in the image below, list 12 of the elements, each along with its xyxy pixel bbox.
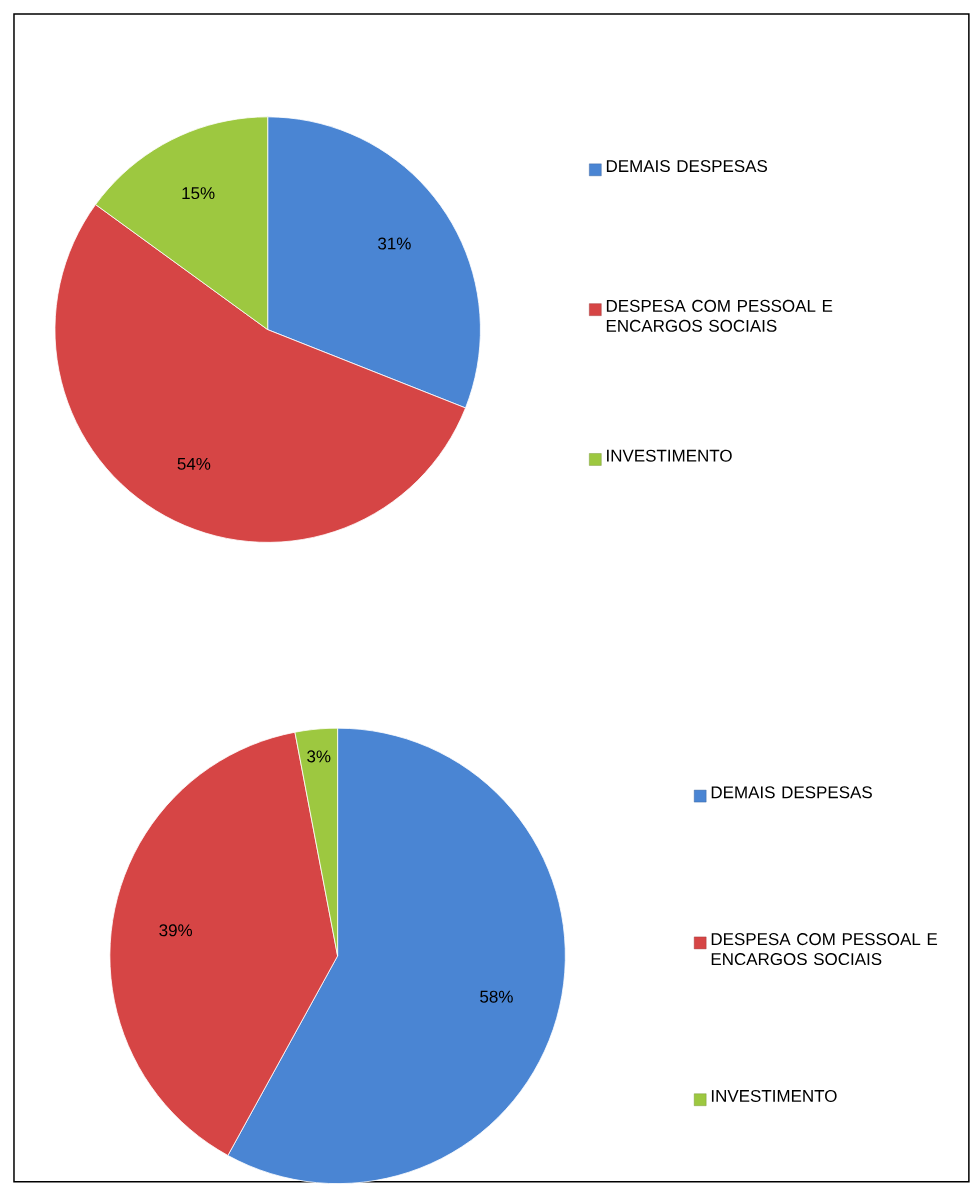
data-label: 54%	[177, 457, 211, 470]
legend-label: INVESTIMENTO	[712, 1089, 837, 1102]
legend-label: DESPESA COM PESSOAL E ENCARGOS SOCIAIS	[606, 299, 833, 332]
data-label: 15%	[182, 187, 215, 200]
data-label: 39%	[159, 924, 193, 937]
data-label: 31%	[378, 237, 411, 250]
data-label: 3%	[307, 750, 331, 763]
legend-label: DESPESA COM PESSOAL E ENCARGOS SOCIAIS	[711, 933, 938, 966]
legend-label: DEMAIS DESPESAS	[606, 160, 768, 173]
data-label: 58%	[480, 990, 513, 1003]
legend-label: INVESTIMENTO	[607, 449, 732, 462]
legend-label: DEMAIS DESPESAS	[711, 786, 872, 799]
